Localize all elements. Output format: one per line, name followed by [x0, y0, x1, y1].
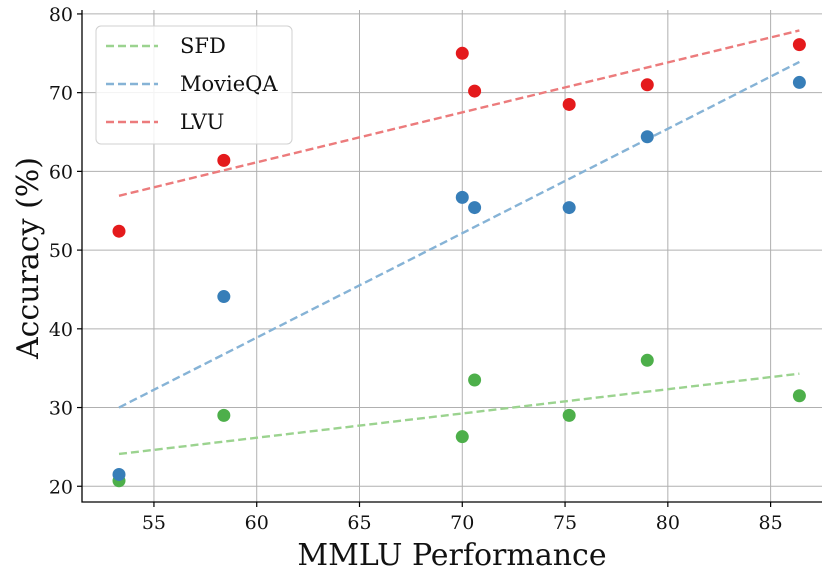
- x-tick-label: 70: [450, 512, 474, 534]
- grid: [82, 10, 822, 502]
- legend-label-lvu: LVU: [180, 110, 224, 134]
- point-movieqa: [455, 190, 469, 204]
- y-tick-label: 20: [49, 476, 73, 498]
- point-lvu: [640, 78, 654, 92]
- point-sfd: [468, 373, 482, 387]
- point-movieqa: [562, 201, 576, 215]
- y-tick-label: 80: [49, 4, 73, 26]
- x-tick-label: 65: [347, 512, 371, 534]
- point-lvu: [562, 97, 576, 111]
- legend-label-sfd: SFD: [180, 34, 226, 58]
- legend: SFD MovieQA LVU: [95, 25, 293, 145]
- trend-line-sfd: [118, 372, 800, 456]
- point-sfd: [217, 408, 231, 422]
- point-movieqa: [112, 467, 126, 481]
- trend-line-movieqa: [118, 60, 800, 409]
- point-lvu: [217, 153, 231, 167]
- x-tick-label: 75: [553, 512, 577, 534]
- point-lvu: [112, 224, 126, 238]
- x-tick-label: 55: [142, 512, 166, 534]
- point-sfd: [640, 353, 654, 367]
- y-axis-title: Accuracy (%): [11, 157, 46, 360]
- legend-box: [95, 25, 293, 145]
- x-tick-label: 85: [759, 512, 783, 534]
- point-movieqa: [640, 130, 654, 144]
- trend-line-lvu: [118, 29, 800, 197]
- axes: 55 60 65 70 75 80 85 20 30 40 50 60 70 80: [49, 4, 822, 534]
- point-movieqa: [468, 201, 482, 215]
- y-tick-label: 30: [49, 398, 73, 420]
- data-points: [112, 38, 806, 488]
- y-tick-label: 40: [49, 319, 73, 341]
- x-axis-title: MMLU Performance: [297, 538, 606, 573]
- y-tick-label: 60: [49, 161, 73, 183]
- x-tick-label: 60: [245, 512, 269, 534]
- point-lvu: [455, 46, 469, 60]
- point-sfd: [455, 430, 469, 444]
- y-tick-label: 70: [49, 83, 73, 105]
- point-sfd: [562, 408, 576, 422]
- point-movieqa: [217, 290, 231, 304]
- legend-label-movieqa: MovieQA: [180, 72, 278, 96]
- y-tick-label: 50: [49, 240, 73, 262]
- axis-spines: [81, 10, 822, 503]
- trend-lines: [118, 29, 800, 456]
- x-tick-label: 80: [656, 512, 680, 534]
- point-sfd: [792, 389, 806, 403]
- point-lvu: [468, 84, 482, 98]
- point-lvu: [792, 38, 806, 52]
- point-movieqa: [792, 75, 806, 89]
